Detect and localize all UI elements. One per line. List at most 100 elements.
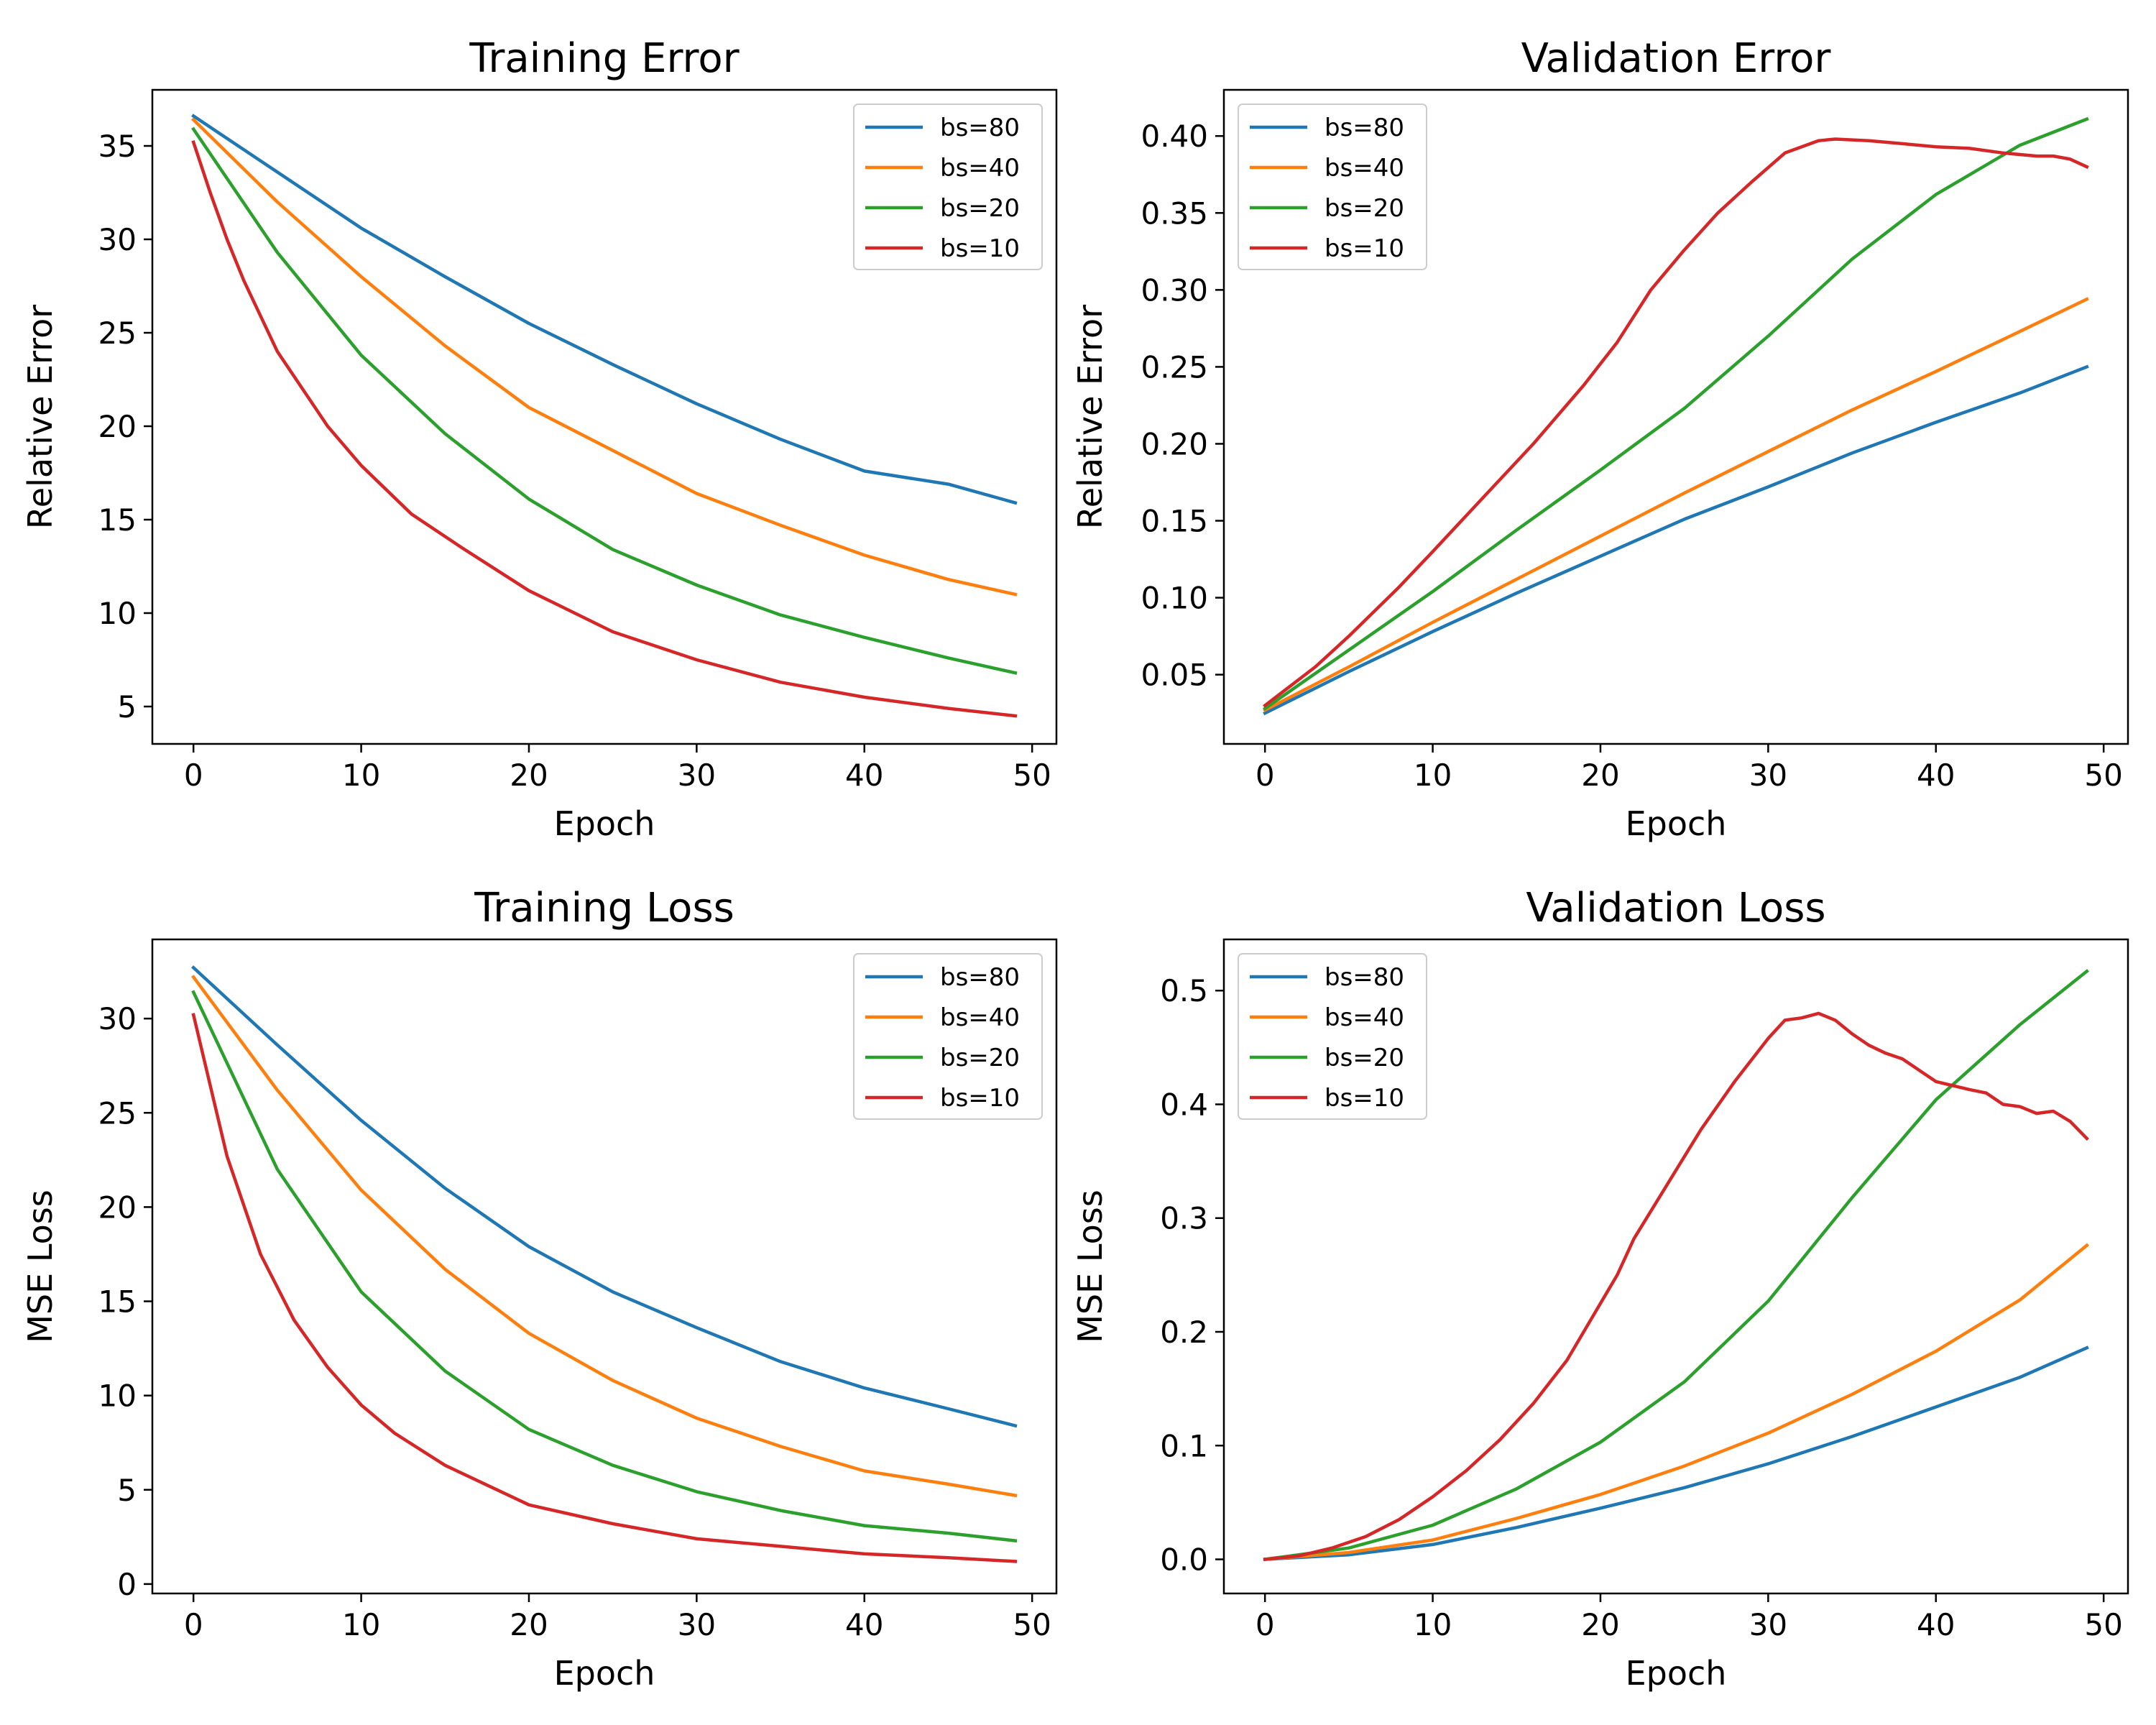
- series-line-bs=80: [1263, 1346, 2089, 1561]
- legend-label: bs=20: [940, 194, 1020, 223]
- y-tick-label: 10: [98, 1379, 137, 1414]
- x-tick-label: 30: [678, 758, 716, 793]
- legend-label: bs=10: [1325, 1084, 1404, 1113]
- y-tick-label: 0.4: [1160, 1087, 1208, 1122]
- y-tick-label: 0.1: [1160, 1428, 1208, 1463]
- legend-label: bs=20: [1325, 194, 1404, 223]
- y-tick-label: 30: [98, 1001, 137, 1036]
- y-axis-label: Relative Error: [21, 305, 60, 529]
- y-tick-label: 20: [98, 409, 137, 444]
- y-tick-label: 25: [98, 316, 137, 351]
- y-tick-label: 0.3: [1160, 1201, 1208, 1236]
- legend-label: bs=10: [940, 1084, 1020, 1113]
- legend-label: bs=80: [1325, 114, 1404, 142]
- legend: bs=80 bs=40 bs=20 bs=10: [1238, 953, 1427, 1120]
- legend-label: bs=40: [1325, 154, 1404, 183]
- chart-title: Validation Error: [1521, 35, 1832, 82]
- y-tick-label: 0.25: [1141, 349, 1208, 385]
- x-tick-label: 50: [1013, 758, 1051, 793]
- legend-box: [1238, 104, 1427, 270]
- y-tick-label: 0.0: [1160, 1542, 1208, 1578]
- y-tick-label: 0.35: [1141, 196, 1208, 231]
- series-line-bs=10: [1263, 1011, 2089, 1561]
- series-line-bs=80: [191, 965, 1018, 1428]
- legend-box: [853, 104, 1043, 270]
- y-axis-label: Relative Error: [1071, 305, 1110, 529]
- x-tick-label: 30: [1749, 1607, 1787, 1642]
- series-line-bs=40: [191, 117, 1018, 597]
- y-tick-label: 15: [98, 502, 137, 538]
- y-tick-label: 5: [117, 689, 137, 724]
- series-line-bs=80: [191, 114, 1018, 505]
- series-line-bs=10: [1263, 137, 2089, 708]
- x-axis-label: Epoch: [1626, 1654, 1727, 1693]
- axes-frame: [1222, 88, 2129, 745]
- x-tick-label: 20: [510, 758, 548, 793]
- x-tick-label: 40: [845, 1607, 883, 1642]
- y-axis-label: MSE Loss: [21, 1190, 60, 1343]
- series-line-bs=20: [1263, 969, 2089, 1562]
- x-tick-label: 50: [1013, 1607, 1051, 1642]
- x-tick-label: 30: [678, 1607, 716, 1642]
- legend-label: bs=80: [940, 963, 1020, 992]
- axes-frame: [1222, 938, 2129, 1595]
- axes-frame: [151, 938, 1058, 1595]
- y-tick-label: 30: [98, 222, 137, 257]
- series-line-bs=10: [191, 139, 1018, 718]
- legend-label: bs=40: [940, 154, 1020, 183]
- series-line-bs=20: [1263, 116, 2089, 711]
- y-tick-label: 0.15: [1141, 504, 1208, 539]
- x-tick-label: 30: [1749, 758, 1787, 793]
- x-tick-label: 20: [1581, 758, 1619, 793]
- x-tick-label: 10: [342, 1607, 380, 1642]
- series-line-bs=40: [1263, 1243, 2089, 1561]
- x-tick-label: 0: [184, 1607, 203, 1642]
- x-axis-label: Epoch: [554, 804, 655, 843]
- axes-frame: [151, 88, 1058, 745]
- x-tick-label: 0: [184, 758, 203, 793]
- chart-panel-3: 0 10 20 30 40 50 0 5 10 15 20 25 30 Training Loss Epoc…: [21, 885, 1058, 1693]
- y-tick-label: 0.10: [1141, 581, 1208, 616]
- series-line-bs=40: [1263, 297, 2089, 712]
- legend-label: bs=20: [1325, 1044, 1404, 1072]
- x-tick-label: 10: [1414, 758, 1452, 793]
- y-tick-label: 0: [117, 1567, 137, 1602]
- legend-label: bs=20: [940, 1044, 1020, 1072]
- legend: bs=80 bs=40 bs=20 bs=10: [1238, 104, 1427, 270]
- x-tick-label: 40: [845, 758, 883, 793]
- chart-panel-2: 0 10 20 30 40 50 0.05 0.10 0.15 0.20 0.25 0.30 0.35 0…: [1071, 35, 2129, 843]
- legend-label: bs=80: [940, 114, 1020, 142]
- y-axis-label: MSE Loss: [1071, 1190, 1110, 1343]
- y-tick-label: 5: [117, 1473, 137, 1508]
- x-tick-label: 40: [1917, 758, 1955, 793]
- y-tick-label: 20: [98, 1190, 137, 1225]
- x-axis-label: Epoch: [1626, 804, 1727, 843]
- legend-box: [1238, 953, 1427, 1120]
- y-tick-label: 0.2: [1160, 1315, 1208, 1350]
- x-tick-label: 0: [1256, 758, 1275, 793]
- series-line-bs=20: [191, 126, 1018, 675]
- legend-label: bs=40: [1325, 1003, 1404, 1032]
- y-tick-label: 10: [98, 596, 137, 631]
- x-axis-label: Epoch: [554, 1654, 655, 1693]
- legend-label: bs=80: [1325, 963, 1404, 992]
- legend: bs=80 bs=40 bs=20 bs=10: [853, 104, 1043, 270]
- y-tick-label: 0.40: [1141, 119, 1208, 154]
- x-tick-label: 40: [1917, 1607, 1955, 1642]
- y-tick-label: 35: [98, 129, 137, 164]
- x-tick-label: 10: [1414, 1607, 1452, 1642]
- series-line-bs=40: [191, 975, 1018, 1498]
- y-tick-label: 0.5: [1160, 973, 1208, 1008]
- y-tick-label: 0.20: [1141, 426, 1208, 461]
- y-tick-label: 25: [98, 1095, 137, 1131]
- y-tick-label: 15: [98, 1284, 137, 1320]
- legend-label: bs=10: [940, 234, 1020, 263]
- legend-box: [853, 953, 1043, 1120]
- series-line-bs=10: [191, 1013, 1018, 1563]
- series-line-bs=80: [1263, 364, 2089, 716]
- chart-panel-4: 0 10 20 30 40 50 0.0 0.1 0.2 0.3 0.4 0.5 Validation …: [1071, 885, 2129, 1693]
- x-tick-label: 20: [510, 1607, 548, 1642]
- x-tick-label: 10: [342, 758, 380, 793]
- x-tick-label: 20: [1581, 1607, 1619, 1642]
